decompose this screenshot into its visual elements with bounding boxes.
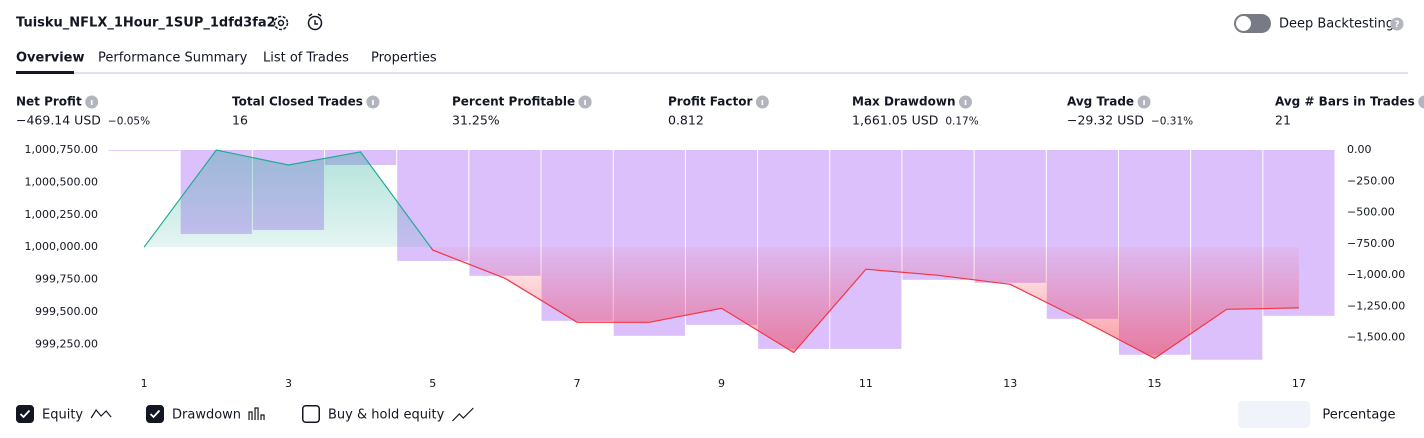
metric-value: 21 bbox=[1275, 113, 1291, 128]
drawdown-bar bbox=[108, 150, 180, 151]
option-icon bbox=[248, 407, 265, 420]
metric-value: 16 bbox=[232, 113, 248, 128]
y-tick-label: 1,000,250.00 bbox=[25, 208, 98, 221]
x-tick-label: 3 bbox=[285, 377, 292, 390]
y2-tick-label: −250.00 bbox=[1347, 174, 1395, 187]
tab[interactable]: Properties bbox=[371, 51, 437, 66]
info-icon[interactable] bbox=[578, 95, 592, 109]
info-icon[interactable] bbox=[85, 95, 99, 109]
y-tick-label: 999,500.00 bbox=[35, 305, 98, 318]
checkbox[interactable] bbox=[146, 405, 164, 423]
metric-label: Total Closed Trades bbox=[232, 95, 363, 109]
info-glyph bbox=[964, 100, 967, 105]
x-tick-label: 7 bbox=[574, 377, 581, 390]
info-glyph bbox=[1143, 100, 1145, 105]
metric-value: −469.14 USD bbox=[16, 113, 101, 128]
info-glyph bbox=[90, 100, 93, 105]
strategy-title: Tuisku_NFLX_1Hour_1SUP_1dfd3fa2 bbox=[16, 16, 276, 31]
metric-label: Avg Trade bbox=[1067, 95, 1134, 109]
option-icon bbox=[90, 408, 112, 419]
y2-tick-label: −1,250.00 bbox=[1347, 299, 1405, 312]
x-tick-label: 5 bbox=[429, 377, 436, 390]
checkbox[interactable] bbox=[16, 405, 34, 423]
metric-label: Net Profit bbox=[16, 95, 82, 109]
metric-value: 0.812 bbox=[668, 113, 704, 128]
deep-backtesting-toggle[interactable] bbox=[1234, 14, 1271, 33]
metric-label: Avg # Bars in Trades bbox=[1275, 95, 1415, 109]
option-label: Buy & hold equity bbox=[328, 408, 445, 423]
x-tick-label: 9 bbox=[718, 377, 725, 390]
x-tick-label: 13 bbox=[1003, 377, 1017, 390]
y-tick-label: 1,000,750.00 bbox=[25, 143, 98, 156]
y2-tick-label: 0.00 bbox=[1347, 143, 1372, 156]
checkbox-box bbox=[146, 405, 164, 423]
info-icon[interactable] bbox=[958, 95, 972, 109]
settings-icon[interactable] bbox=[273, 15, 289, 31]
metric-label: Profit Factor bbox=[668, 95, 752, 109]
info-circle bbox=[1418, 95, 1424, 109]
info-icon[interactable] bbox=[755, 95, 769, 109]
tab[interactable]: Overview bbox=[16, 51, 85, 66]
x-tick-label: 17 bbox=[1292, 377, 1306, 390]
help-icon[interactable]: ? bbox=[1390, 17, 1404, 31]
metric-value: 31.25% bbox=[452, 113, 500, 128]
y-tick-label: 1,000,500.00 bbox=[25, 175, 98, 188]
info-glyph bbox=[761, 100, 764, 105]
x-tick-label: 1 bbox=[141, 377, 148, 390]
y2-tick-label: −750.00 bbox=[1347, 237, 1395, 250]
deep-backtesting-label: Deep Backtesting bbox=[1279, 17, 1394, 32]
y2-tick-label: −1,500.00 bbox=[1347, 331, 1405, 344]
metric-change: 0.17% bbox=[945, 116, 978, 128]
metric-value: −29.32 USD bbox=[1067, 113, 1144, 128]
option-label: Equity bbox=[42, 408, 83, 423]
y2-tick-label: −500.00 bbox=[1347, 206, 1395, 219]
tab[interactable]: Performance Summary bbox=[98, 51, 248, 66]
checkmark bbox=[19, 409, 31, 419]
y-tick-label: 999,250.00 bbox=[35, 337, 98, 350]
option-icon bbox=[451, 407, 474, 422]
equity-area bbox=[144, 150, 1299, 359]
metric-change: −0.05% bbox=[108, 116, 150, 128]
alert-icon[interactable] bbox=[307, 13, 323, 31]
checkbox-box bbox=[302, 405, 320, 423]
option-label: Drawdown bbox=[172, 408, 241, 423]
info-icon[interactable] bbox=[1418, 95, 1424, 109]
info-icon[interactable] bbox=[1137, 95, 1151, 109]
equity-line bbox=[143, 149, 1299, 360]
x-tick-label: 11 bbox=[859, 377, 873, 390]
tab[interactable]: List of Trades bbox=[263, 51, 349, 66]
mode-button[interactable]: Percentage bbox=[1322, 408, 1395, 423]
info-glyph bbox=[584, 100, 586, 105]
metric-label: Max Drawdown bbox=[852, 95, 955, 109]
metric-value: 1,661.05 USD bbox=[852, 113, 938, 128]
checkbox[interactable] bbox=[302, 405, 320, 423]
info-glyph bbox=[372, 100, 374, 105]
svg-text:?: ? bbox=[1394, 20, 1399, 30]
active-tab-underline bbox=[16, 71, 74, 74]
x-tick-label: 15 bbox=[1148, 377, 1162, 390]
y-tick-label: 999,750.00 bbox=[35, 273, 98, 286]
checkbox-box bbox=[16, 405, 34, 423]
checkmark bbox=[149, 409, 161, 419]
metric-label: Percent Profitable bbox=[452, 95, 575, 109]
metric-change: −0.31% bbox=[1151, 116, 1193, 128]
info-icon[interactable] bbox=[366, 95, 380, 109]
y2-tick-label: −1,000.00 bbox=[1347, 268, 1405, 281]
y-tick-label: 1,000,000.00 bbox=[25, 240, 98, 253]
active-mode-bg bbox=[1238, 401, 1310, 428]
